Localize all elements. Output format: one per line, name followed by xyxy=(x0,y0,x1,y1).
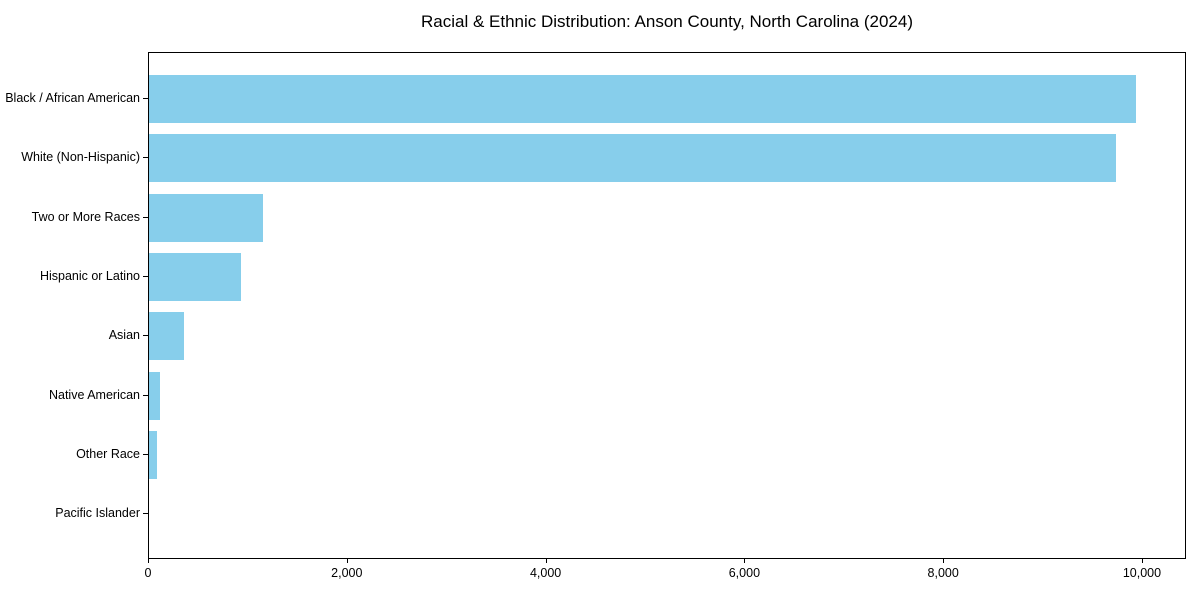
x-tick-mark xyxy=(346,559,348,563)
x-tick-label-6000: 6,000 xyxy=(728,566,761,580)
y-tick-label-hispanic-or-latino: Hispanic or Latino xyxy=(39,268,140,283)
y-tick-label-white-non-hispanic: White (Non-Hispanic) xyxy=(21,150,140,165)
x-tick-mark xyxy=(148,559,149,563)
x-tick-mark xyxy=(1141,559,1143,563)
x-tick-label-4000: 4,000 xyxy=(529,566,562,580)
chart-title: Racial & Ethnic Distribution: Anson Coun… xyxy=(421,12,913,31)
x-tick-mark xyxy=(545,559,547,563)
x-tick-label-10000: 10,000 xyxy=(1122,566,1162,580)
x-tick-label-2000: 2,000 xyxy=(331,566,363,580)
x-tick-mark xyxy=(943,559,945,563)
x-tick-label-0: 0 xyxy=(144,566,152,580)
y-tick-label-pacific-islander: Pacific Islander xyxy=(55,506,140,521)
y-tick-label-other-race: Other Race xyxy=(76,446,140,461)
y-tick-label-two-or-more-races: Two or More Races xyxy=(31,209,140,224)
bar-native-american xyxy=(149,371,160,420)
bar-asian xyxy=(149,312,184,361)
bar-white-non-hispanic xyxy=(149,134,1117,183)
bar-hispanic-or-latino xyxy=(149,252,242,301)
plot-area xyxy=(148,52,1186,559)
y-tick-label-native-american: Native American xyxy=(48,387,140,402)
y-tick-label-black-african-american: Black / African American xyxy=(5,91,140,105)
y-tick-label-asian: Asian xyxy=(108,328,140,343)
bar-other-race xyxy=(149,430,158,479)
x-tick-mark xyxy=(744,559,746,563)
x-tick-label-8000: 8,000 xyxy=(927,566,959,580)
bar-two-or-more-races xyxy=(149,193,264,242)
bar-black-african-american xyxy=(149,75,1137,123)
